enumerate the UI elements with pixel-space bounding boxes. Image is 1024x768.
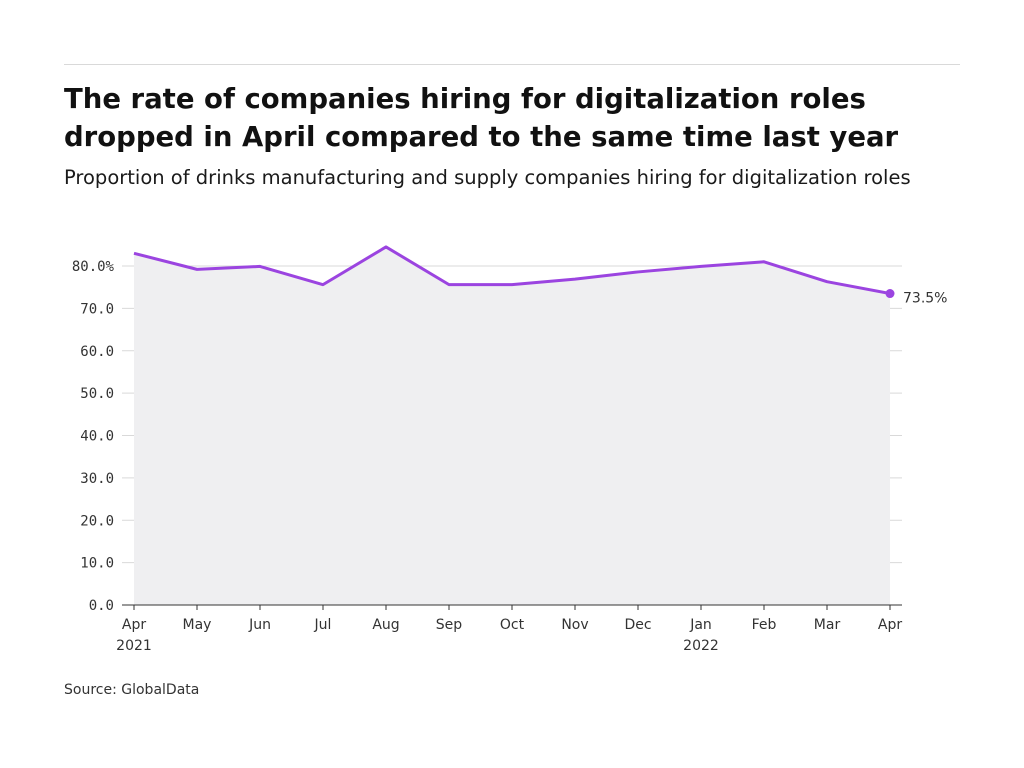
x-tick-label: Mar xyxy=(814,617,841,633)
top-rule xyxy=(64,64,960,65)
x-tick-label: Sep xyxy=(436,617,463,633)
series-line xyxy=(133,245,891,296)
x-year-label: 2021 xyxy=(116,638,152,654)
y-tick-label: 20.0 xyxy=(80,513,114,529)
end-point-marker xyxy=(885,289,895,299)
chart-title: The rate of companies hiring for digital… xyxy=(64,83,899,153)
x-tick-label: May xyxy=(183,617,212,633)
y-tick-label: 10.0 xyxy=(80,556,114,572)
x-tick-label: Dec xyxy=(624,617,651,633)
y-tick-label: 60.0 xyxy=(80,344,114,360)
x-tick-label: Feb xyxy=(752,617,777,633)
x-tick-label: Jun xyxy=(248,617,271,633)
y-tick-label: 80.0% xyxy=(72,259,115,275)
x-tick-label: Oct xyxy=(500,617,525,633)
y-tick-label: 0.0 xyxy=(89,598,114,614)
area-fill xyxy=(134,246,890,605)
y-tick-label: 30.0 xyxy=(80,471,114,487)
x-tick-label: Jul xyxy=(314,617,332,633)
source-note: Source: GlobalData xyxy=(64,682,200,698)
x-tick-label: Aug xyxy=(372,617,399,633)
x-year-label: 2022 xyxy=(683,638,719,654)
x-tick-label: Apr xyxy=(122,617,146,633)
y-tick-label: 40.0 xyxy=(80,429,114,445)
x-tick-label: Jan xyxy=(689,617,712,633)
y-axis-ticks: 80.0% 70.0 60.0 50.0 40.0 30.0 20.0 10.0 0.0 xyxy=(72,259,115,614)
x-tick-label: Nov xyxy=(561,617,588,633)
chart-subtitle: Proportion of drinks manufacturing and s… xyxy=(64,166,911,189)
end-value-label: 73.5% xyxy=(903,291,947,307)
y-tick-label: 50.0 xyxy=(80,386,114,402)
y-tick-label: 70.0 xyxy=(80,301,114,317)
x-tick-label: Apr xyxy=(878,617,902,633)
x-axis-ticks: Apr 2021 May Jun Jul Aug Sep Oct Nov Dec Jan 2022 Fe… xyxy=(116,605,902,654)
